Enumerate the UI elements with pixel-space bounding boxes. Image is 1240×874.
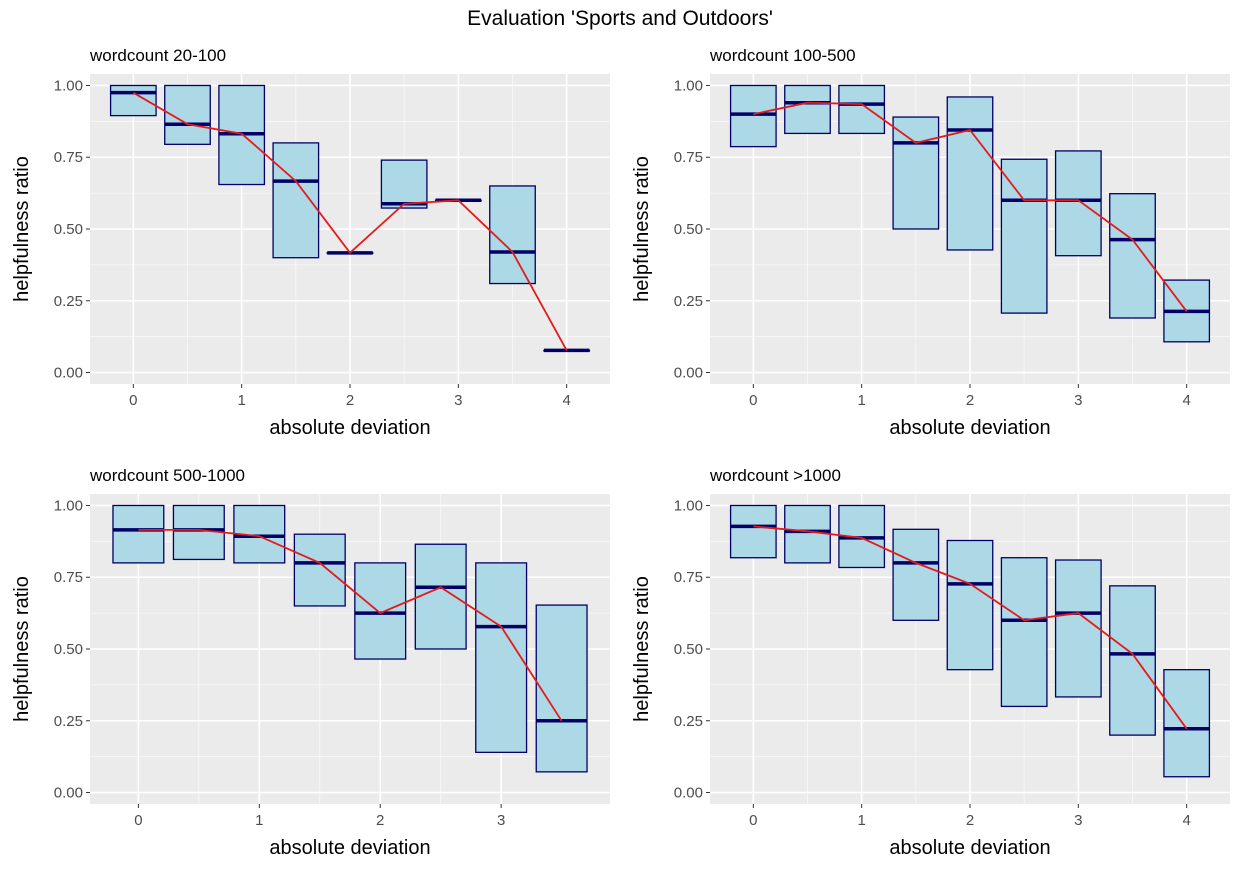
x-axis-label: absolute deviation bbox=[889, 417, 1050, 439]
x-tick-label: 4 bbox=[1182, 812, 1190, 829]
box bbox=[784, 504, 831, 564]
y-axis-label: helpfulness ratio bbox=[631, 156, 653, 302]
box bbox=[109, 84, 157, 117]
y-axis-label: helpfulness ratio bbox=[631, 576, 653, 722]
facet-panels: 0.00 0.25 0.50 0.75 1.00 0 1 2 3 4 wordcount 20-10… bbox=[11, 46, 1230, 859]
x-tick-label: 0 bbox=[129, 392, 137, 409]
box bbox=[112, 504, 165, 564]
box bbox=[1054, 559, 1102, 698]
x-tick-label: 0 bbox=[134, 812, 142, 829]
box bbox=[838, 84, 886, 135]
x-tick-label: 0 bbox=[749, 812, 757, 829]
median-trend-line bbox=[753, 525, 1188, 730]
y-tick-label: 0.50 bbox=[54, 641, 83, 658]
box bbox=[380, 159, 428, 209]
x-tick-label: 1 bbox=[857, 392, 865, 409]
y-tick-label: 0.00 bbox=[54, 785, 83, 802]
y-tick-label: 0.75 bbox=[54, 149, 83, 166]
y-tick-label: 1.00 bbox=[674, 497, 703, 514]
y-tick-label: 0.00 bbox=[674, 365, 703, 382]
x-tick-label: 2 bbox=[376, 812, 384, 829]
y-axis-label: helpfulness ratio bbox=[11, 156, 33, 302]
box bbox=[535, 604, 588, 773]
x-tick-label: 4 bbox=[1182, 392, 1190, 409]
y-tick-label: 0.25 bbox=[54, 713, 83, 730]
facet-panel: 0.00 0.25 0.50 0.75 1.00 0 1 2 3 4 wordcount 20-10… bbox=[11, 46, 610, 439]
box bbox=[272, 142, 320, 259]
facet-panel: 0.00 0.25 0.50 0.75 1.00 0 1 2 3 wordcount 500-10… bbox=[11, 466, 610, 859]
box bbox=[1163, 669, 1211, 778]
x-tick-label: 0 bbox=[749, 392, 757, 409]
y-tick-label: 0.75 bbox=[674, 149, 703, 166]
panel-title: wordcount >1000 bbox=[709, 466, 841, 485]
x-tick-label: 2 bbox=[346, 392, 354, 409]
facet-panel: 0.00 0.25 0.50 0.75 1.00 0 1 2 3 4 wordcount >1000… bbox=[631, 466, 1230, 859]
y-tick-label: 0.00 bbox=[674, 785, 703, 802]
y-tick-label: 0.75 bbox=[674, 569, 703, 586]
box bbox=[1109, 585, 1156, 736]
x-tick-label: 3 bbox=[497, 812, 505, 829]
box bbox=[354, 562, 407, 660]
median-trend-line bbox=[753, 101, 1188, 312]
box bbox=[414, 543, 467, 650]
box bbox=[293, 533, 346, 607]
median-trend-line bbox=[132, 91, 568, 351]
y-tick-label: 0.25 bbox=[674, 293, 703, 310]
x-tick-label: 1 bbox=[857, 812, 865, 829]
panel-title: wordcount 100-500 bbox=[709, 46, 856, 65]
box bbox=[892, 528, 940, 621]
box bbox=[1000, 158, 1048, 314]
box bbox=[946, 539, 994, 671]
y-axis-label: helpfulness ratio bbox=[11, 576, 33, 722]
x-tick-label: 2 bbox=[966, 812, 974, 829]
x-axis-label: absolute deviation bbox=[269, 837, 430, 859]
x-tick-label: 2 bbox=[966, 392, 974, 409]
box bbox=[892, 116, 940, 230]
x-tick-label: 3 bbox=[1074, 392, 1082, 409]
x-tick-label: 3 bbox=[454, 392, 462, 409]
x-tick-label: 1 bbox=[255, 812, 263, 829]
box bbox=[1109, 193, 1156, 319]
y-tick-label: 1.00 bbox=[54, 77, 83, 94]
box bbox=[784, 84, 831, 135]
y-tick-label: 0.00 bbox=[54, 365, 83, 382]
box bbox=[489, 185, 536, 285]
y-tick-label: 0.25 bbox=[674, 713, 703, 730]
x-tick-label: 1 bbox=[237, 392, 245, 409]
figure-title: Evaluation 'Sports and Outdoors' bbox=[467, 7, 773, 30]
box bbox=[475, 562, 528, 753]
y-tick-label: 1.00 bbox=[54, 497, 83, 514]
x-tick-label: 4 bbox=[562, 392, 570, 409]
x-axis-label: absolute deviation bbox=[889, 837, 1050, 859]
y-tick-label: 1.00 bbox=[674, 77, 703, 94]
box bbox=[729, 504, 777, 559]
box bbox=[1000, 557, 1048, 708]
box bbox=[1054, 150, 1102, 257]
y-tick-label: 0.50 bbox=[674, 641, 703, 658]
panel-title: wordcount 20-100 bbox=[89, 46, 226, 65]
y-tick-label: 0.50 bbox=[54, 221, 83, 238]
facet-panel: 0.00 0.25 0.50 0.75 1.00 0 1 2 3 4 wordcount 100-5… bbox=[631, 46, 1230, 439]
x-axis-label: absolute deviation bbox=[269, 417, 430, 439]
box bbox=[729, 84, 777, 148]
box bbox=[946, 96, 994, 251]
panel-title: wordcount 500-1000 bbox=[89, 466, 245, 485]
y-tick-label: 0.25 bbox=[54, 293, 83, 310]
y-tick-label: 0.50 bbox=[674, 221, 703, 238]
x-tick-label: 3 bbox=[1074, 812, 1082, 829]
y-tick-label: 0.75 bbox=[54, 569, 83, 586]
median-trend-line bbox=[138, 529, 563, 722]
